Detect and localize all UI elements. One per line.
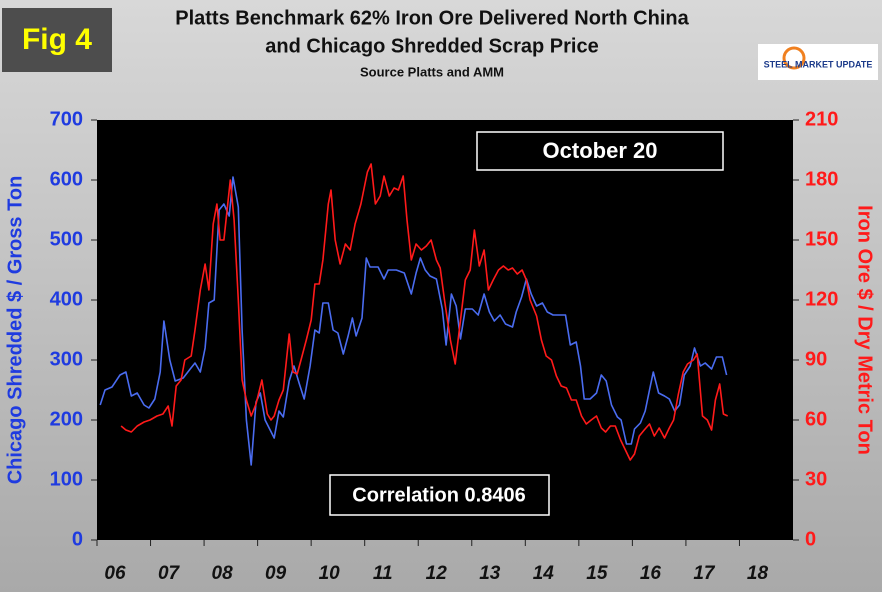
y-tick-label: 300 bbox=[50, 348, 83, 370]
x-tick-label: 12 bbox=[426, 563, 448, 584]
x-tick-label: 13 bbox=[479, 563, 501, 584]
data-line bbox=[120, 163, 729, 461]
y2-tick-label: 210 bbox=[805, 108, 838, 130]
subtitle: Source Platts and AMM bbox=[360, 64, 504, 79]
logo-icon bbox=[782, 46, 806, 70]
x-tick-label: 17 bbox=[693, 563, 716, 584]
data-line bbox=[99, 176, 728, 466]
y2-tick-label: 90 bbox=[805, 348, 827, 370]
y2-axis-label: Iron Ore $ / Dry Metric Ton bbox=[854, 205, 876, 455]
y2-tick-label: 30 bbox=[805, 468, 827, 490]
y2-tick-label: 180 bbox=[805, 168, 838, 190]
x-tick-label: 10 bbox=[319, 563, 341, 584]
y2-tick-label: 0 bbox=[805, 528, 816, 550]
x-tick-label: 11 bbox=[373, 563, 393, 584]
y2-tick-label: 60 bbox=[805, 408, 827, 430]
x-tick-label: 15 bbox=[586, 563, 608, 584]
logo: STEEL MARKET UPDATE bbox=[764, 59, 873, 69]
y-axis-label: Chicago Shredded $ / Gross Ton bbox=[4, 176, 26, 485]
y-tick-label: 100 bbox=[50, 468, 83, 490]
fig-label: Fig 4 bbox=[22, 23, 92, 56]
x-tick-label: 08 bbox=[212, 563, 234, 584]
y2-tick-label: 150 bbox=[805, 228, 838, 250]
logo-box bbox=[758, 44, 878, 80]
x-tick-label: 18 bbox=[747, 563, 769, 584]
chart-title-line2: and Chicago Shredded Scrap Price bbox=[265, 35, 598, 57]
fig-box bbox=[2, 8, 112, 72]
x-tick-label: 14 bbox=[533, 563, 555, 584]
x-tick-label: 09 bbox=[265, 563, 287, 584]
annotation-box bbox=[476, 131, 724, 171]
x-tick-label: 06 bbox=[104, 563, 126, 584]
annotation-box bbox=[329, 474, 550, 516]
y-tick-label: 400 bbox=[50, 288, 83, 310]
chart-title: Platts Benchmark 62% Iron Ore Delivered … bbox=[175, 7, 689, 29]
y-tick-label: 600 bbox=[50, 168, 83, 190]
y2-tick-label: 120 bbox=[805, 288, 838, 310]
annotation: October 20 bbox=[543, 138, 658, 163]
x-tick-label: 07 bbox=[158, 563, 181, 584]
y-tick-label: 700 bbox=[50, 108, 83, 130]
y-tick-label: 200 bbox=[50, 408, 83, 430]
y-tick-label: 0 bbox=[72, 528, 83, 550]
y-tick-label: 500 bbox=[50, 228, 83, 250]
x-tick-label: 16 bbox=[640, 563, 662, 584]
annotation: Correlation 0.8406 bbox=[352, 484, 525, 506]
